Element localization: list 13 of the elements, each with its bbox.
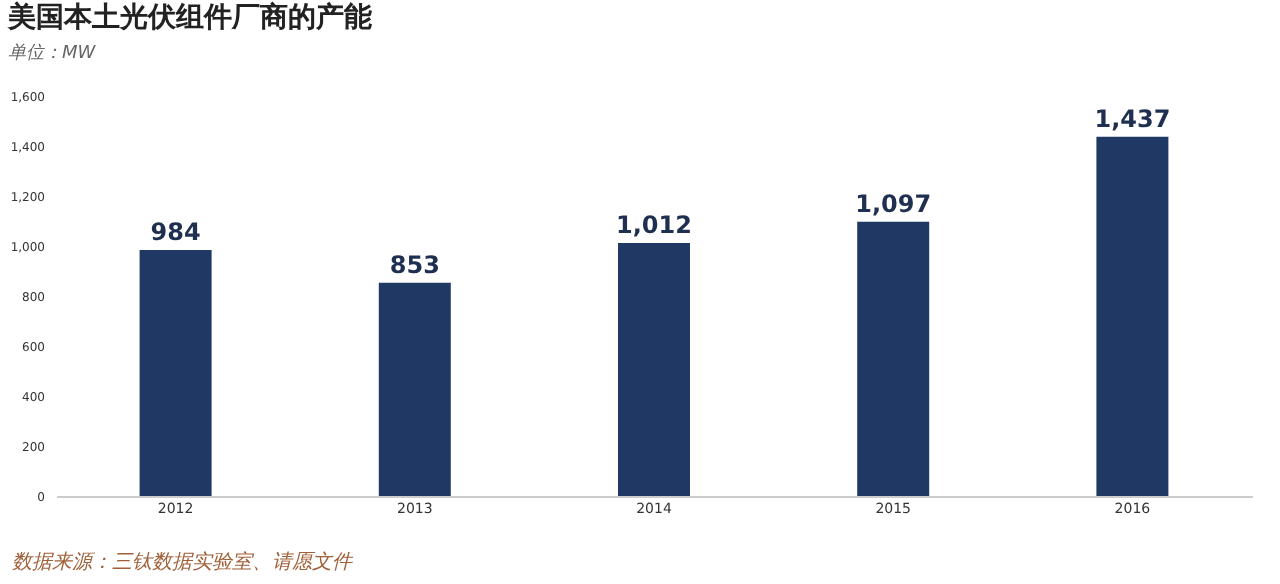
chart-subtitle: 单位：MW (8, 42, 98, 64)
bar (378, 282, 451, 496)
data-label: 1,437 (1094, 104, 1171, 133)
data-label: 1,012 (616, 211, 692, 239)
bar (1096, 136, 1169, 496)
bar (618, 243, 690, 496)
source-note: 数据来源：三钛数据实验室、请愿文件 (12, 549, 352, 576)
data-label: 984 (150, 218, 201, 246)
bar (857, 221, 930, 496)
bar (139, 250, 212, 496)
data-label: 853 (389, 250, 440, 279)
chart-title: 美国本土光伏组件厂商的产能 (6, 0, 374, 34)
data-label: 1,097 (855, 189, 932, 218)
